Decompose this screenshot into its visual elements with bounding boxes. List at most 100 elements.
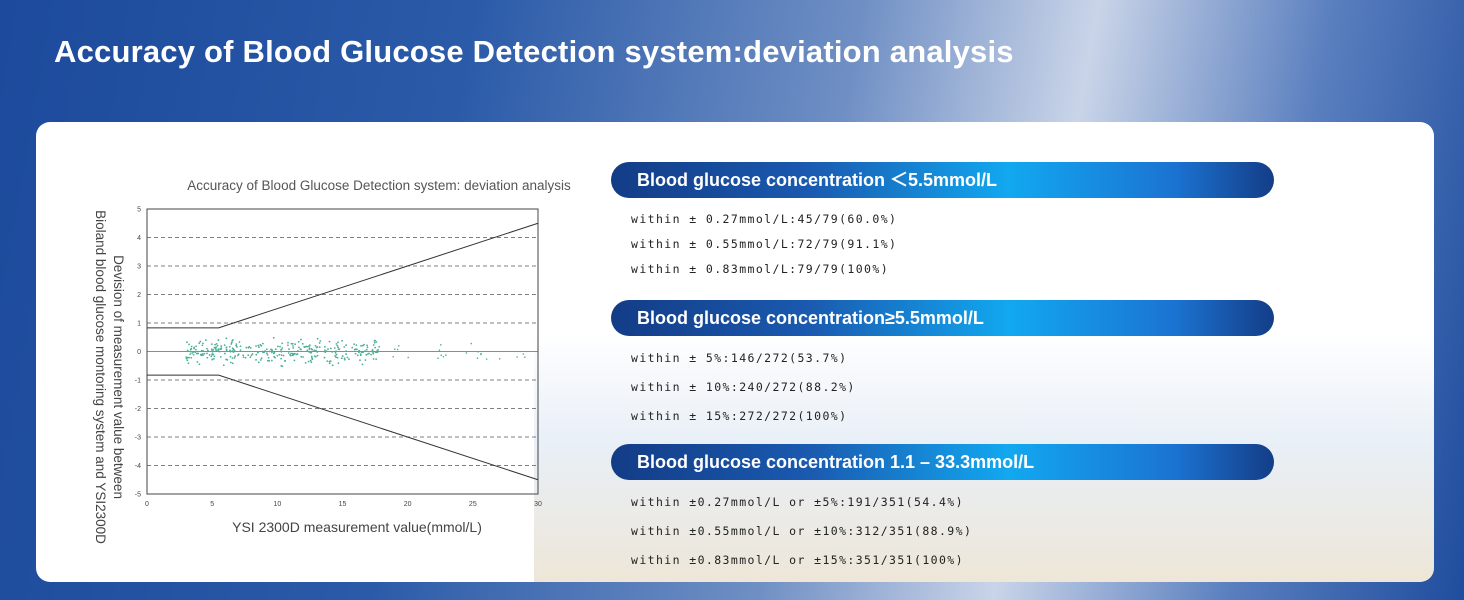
data-point — [326, 360, 329, 362]
stat-line: within ± 5%:146/272(53.7%) — [631, 351, 848, 365]
data-point — [232, 348, 235, 351]
data-point — [255, 353, 258, 356]
data-point — [247, 354, 250, 357]
data-point — [516, 356, 518, 358]
section-full-range: Blood glucose concentration 1.1 – 33.3mm… — [611, 444, 1274, 567]
data-point — [251, 353, 254, 355]
data-point — [210, 348, 213, 351]
data-point — [225, 346, 228, 349]
data-point — [393, 348, 396, 351]
y-tick-label: -2 — [135, 406, 141, 413]
data-point — [280, 357, 282, 360]
data-point — [198, 363, 201, 366]
stat-line: within ± 10%:240/272(88.2%) — [631, 380, 856, 394]
data-point — [186, 341, 188, 344]
data-point — [280, 348, 282, 351]
data-point — [189, 350, 192, 353]
data-point — [524, 356, 526, 358]
data-point — [213, 355, 216, 358]
data-point — [374, 346, 377, 349]
data-point — [274, 356, 276, 359]
data-point — [345, 344, 347, 347]
x-tick-label: 20 — [404, 501, 412, 508]
data-point — [187, 362, 190, 365]
data-point — [470, 342, 473, 345]
data-point — [228, 345, 231, 348]
data-point — [210, 343, 213, 346]
data-point — [378, 346, 381, 348]
data-point — [204, 339, 207, 341]
data-point — [293, 359, 296, 362]
data-point — [280, 350, 283, 353]
data-point — [197, 352, 200, 355]
data-point — [280, 354, 283, 356]
data-point — [279, 345, 281, 348]
section-above-5-5: Blood glucose concentration≥5.5mmol/L wi… — [611, 300, 1274, 423]
data-point — [365, 353, 368, 356]
data-point — [371, 350, 373, 353]
data-point — [245, 346, 248, 349]
y-tick-label: 2 — [137, 292, 141, 299]
y-tick-label: -3 — [135, 435, 141, 442]
data-point — [358, 351, 360, 354]
data-point — [345, 353, 348, 355]
data-point — [287, 352, 290, 354]
data-point — [522, 353, 525, 355]
data-point — [370, 353, 372, 356]
data-point — [189, 353, 192, 356]
data-point — [290, 342, 293, 345]
data-point — [328, 360, 331, 363]
y-axis-label-line-2: Devision of measurement value between — [111, 255, 126, 499]
data-point — [268, 359, 271, 362]
data-point — [238, 341, 241, 343]
section-header: Blood glucose concentration≥5.5mmol/L — [611, 300, 1274, 336]
data-point — [351, 346, 354, 349]
data-point — [271, 349, 273, 352]
data-point — [259, 359, 262, 361]
data-point — [223, 344, 226, 347]
data-point — [327, 348, 329, 350]
data-point — [257, 344, 260, 347]
data-point — [371, 349, 374, 351]
data-point — [201, 344, 204, 347]
y-tick-label: -1 — [135, 378, 141, 385]
y-axis-label-line-1: Bioland blood glucose montoring system a… — [93, 210, 108, 544]
data-point — [292, 345, 294, 347]
data-point — [324, 349, 326, 351]
y-tick-label: 4 — [137, 235, 141, 242]
data-point — [316, 337, 319, 340]
data-point — [313, 355, 316, 358]
data-point — [324, 345, 326, 348]
data-point — [185, 357, 188, 360]
data-point — [373, 339, 376, 342]
data-point — [230, 341, 233, 344]
data-point — [353, 343, 356, 346]
data-point — [345, 350, 348, 353]
data-point — [331, 364, 334, 367]
data-point — [281, 342, 284, 345]
data-point — [336, 356, 339, 359]
data-point — [437, 357, 439, 360]
data-point — [300, 338, 302, 341]
data-point — [212, 357, 215, 360]
data-point — [186, 359, 189, 362]
data-point — [215, 349, 218, 352]
data-point — [336, 344, 339, 347]
y-tick-label: 3 — [137, 264, 141, 271]
data-point — [311, 358, 314, 361]
data-point — [206, 349, 209, 352]
data-point — [249, 346, 252, 349]
data-point — [268, 350, 271, 353]
data-point — [242, 356, 245, 359]
data-point — [372, 358, 375, 360]
data-point — [337, 362, 340, 365]
data-point — [306, 345, 309, 348]
data-point — [346, 356, 349, 359]
data-point — [396, 348, 399, 351]
data-point — [308, 348, 311, 350]
data-point — [334, 354, 336, 357]
data-point — [211, 358, 214, 361]
data-point — [310, 361, 313, 364]
data-point — [266, 359, 269, 362]
data-point — [230, 343, 233, 345]
